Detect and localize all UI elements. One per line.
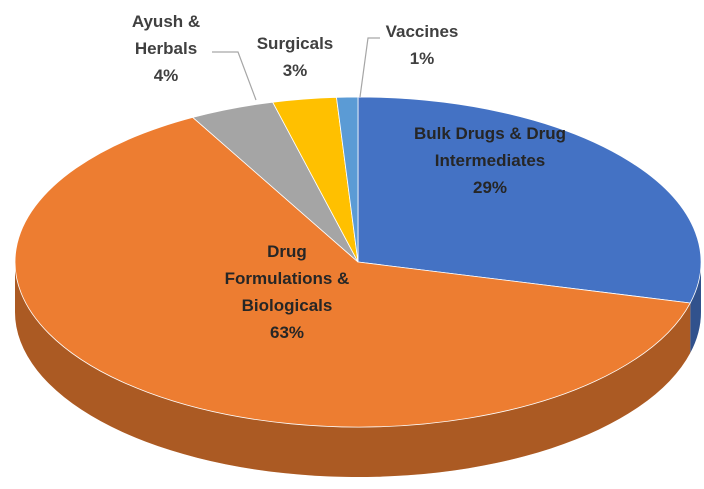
slice-label: Surgicals 3% xyxy=(245,30,345,84)
value-label: 29% xyxy=(472,178,508,197)
slice-label: Ayush & Herbals 4% xyxy=(116,8,216,89)
pie-sides xyxy=(15,262,701,478)
pie-slice xyxy=(357,96,702,304)
category-label: Bulk Drugs & Drug Intermediates xyxy=(413,124,567,170)
leader-line xyxy=(359,37,380,98)
value-label: 63% xyxy=(269,323,305,342)
pie-slice-side-shade xyxy=(690,262,701,354)
category-label: Vaccines xyxy=(385,22,459,41)
pie-slice xyxy=(336,96,359,263)
leader-line xyxy=(212,51,257,101)
category-label: Ayush & Herbals xyxy=(131,12,201,58)
category-label: Surgicals xyxy=(256,34,334,53)
pie-slice-side xyxy=(15,262,691,478)
value-label: 4% xyxy=(153,66,179,85)
slice-label: Drug Formulations & Biologicals 63% xyxy=(212,238,362,346)
category-label: Drug Formulations & Biologicals xyxy=(224,242,350,315)
pie-slice-side-shade xyxy=(15,262,691,478)
slice-label: Bulk Drugs & Drug Intermediates 29% xyxy=(403,120,578,201)
slice-label: Vaccines 1% xyxy=(372,18,472,72)
pie-slice-side xyxy=(690,262,701,354)
pie-tops xyxy=(14,96,702,428)
pie-slice xyxy=(14,116,691,428)
value-label: 1% xyxy=(409,49,435,68)
value-label: 3% xyxy=(282,61,308,80)
